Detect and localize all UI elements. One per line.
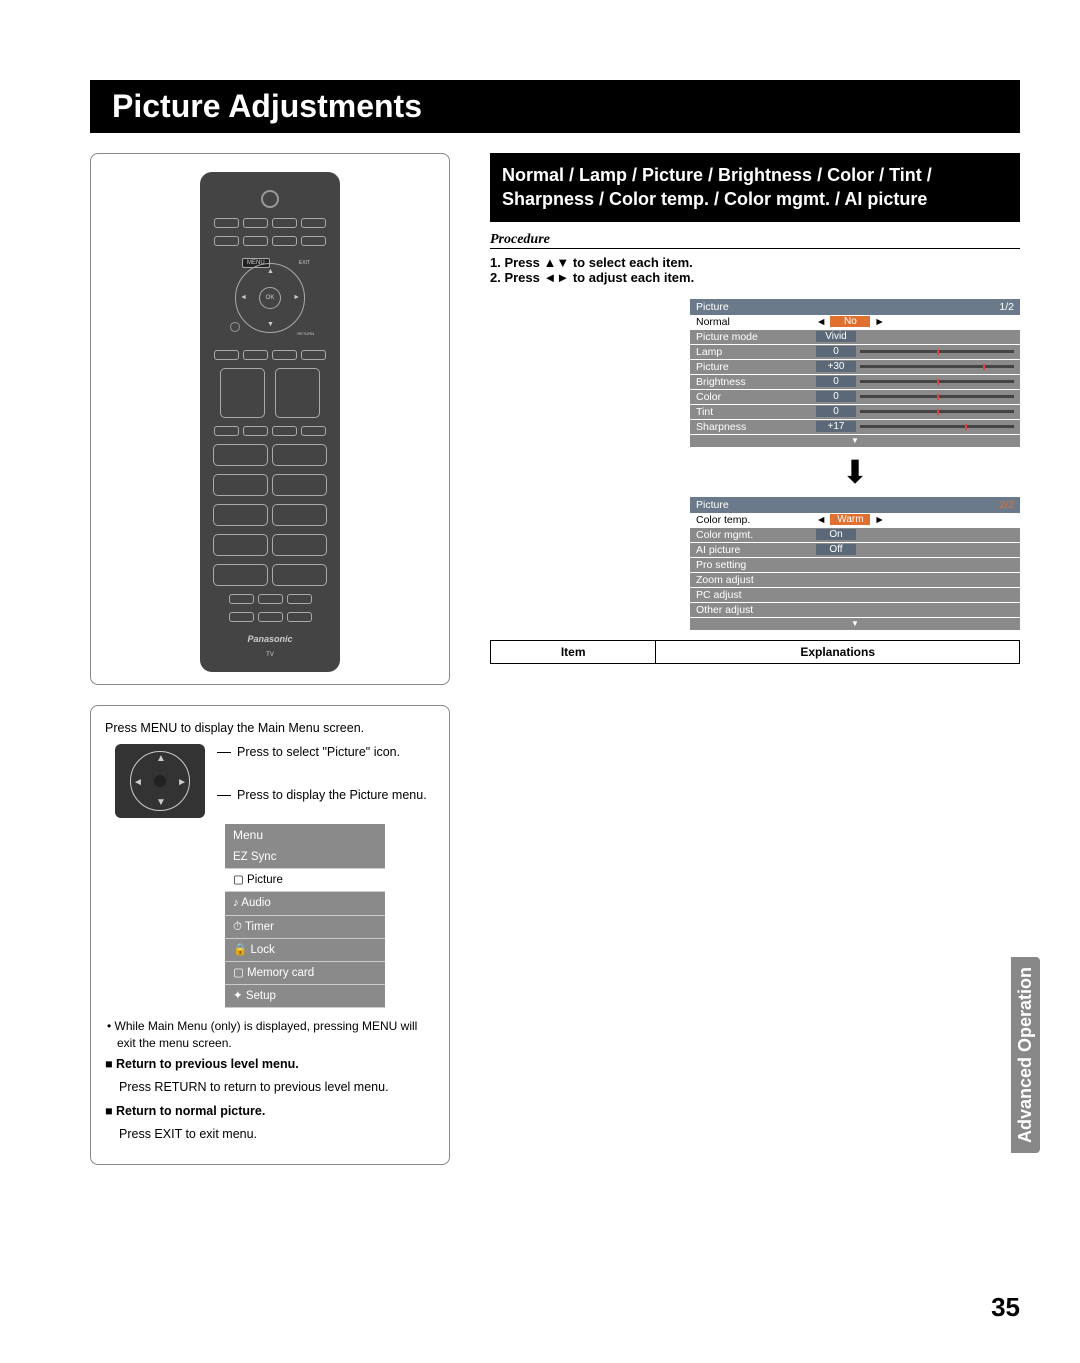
osd-row: Normal◄No► [690, 315, 1020, 330]
menu-item: 🔒 Lock [225, 939, 385, 962]
remote-tv-label: TV [266, 652, 274, 658]
osd1-page: 1/2 [999, 301, 1014, 313]
osd2-page: 2/2 [999, 499, 1014, 511]
osd-panel-2: Picture 2/2 Color temp.◄Warm►Color mgmt.O… [690, 497, 1020, 630]
table-header-item: Item [491, 640, 656, 663]
step-2: 2. Press ◄► to adjust each item. [490, 270, 1020, 285]
osd-row: Pro setting [690, 558, 1020, 573]
osd-row: Color temp.◄Warm► [690, 513, 1020, 528]
osd-row: Color0 [690, 390, 1020, 405]
explanations-table: ItemExplanations [490, 640, 1020, 664]
page-number: 35 [991, 1292, 1020, 1323]
return-title: Return to previous level menu. [105, 1056, 435, 1074]
return-text: Press RETURN to return to previous level… [119, 1079, 435, 1097]
remote-control: MENU EXIT OK ▲ ▼ ◄ ► RETURN [200, 172, 340, 672]
remote-illustration-box: MENU EXIT OK ▲ ▼ ◄ ► RETURN [90, 153, 450, 685]
osd-row: PC adjust [690, 588, 1020, 603]
normal-text: Press EXIT to exit menu. [119, 1126, 435, 1144]
page-title: Picture Adjustments [90, 80, 1020, 133]
osd2-title: Picture [696, 499, 729, 511]
menu-item: ▢ Picture [225, 869, 385, 892]
osd-row: Brightness0 [690, 375, 1020, 390]
osd1-title: Picture [696, 301, 729, 313]
remote-exit-label: EXIT [299, 260, 310, 266]
osd-row: AI pictureOff [690, 543, 1020, 558]
side-tab: Advanced Operation [1011, 957, 1040, 1153]
dpad-instruction-2: Press to display the Picture menu. [237, 787, 427, 805]
osd-row: Sharpness+17 [690, 420, 1020, 435]
dpad-diagram: ▲ ▼ ◄ ► [115, 744, 205, 818]
step-1: 1. Press ▲▼ to select each item. [490, 255, 1020, 270]
osd-more-icon: ▼ [690, 435, 1020, 447]
dpad-instruction-1: Press to select "Picture" icon. [237, 744, 400, 762]
osd-row: Other adjust [690, 603, 1020, 618]
table-header-expl: Explanations [656, 640, 1020, 663]
procedure-label: Procedure [490, 232, 1020, 249]
osd-row: Tint0 [690, 405, 1020, 420]
remote-brand: Panasonic [247, 634, 292, 644]
remote-return-label: RETURN [297, 331, 314, 336]
menu-item: ⏱ Timer [225, 916, 385, 939]
menu-item: ▢ Memory card [225, 962, 385, 985]
down-arrow-icon: ⬇ [690, 453, 1020, 491]
menu-item: ♪ Audio [225, 892, 385, 915]
osd-row: Picture+30 [690, 360, 1020, 375]
section-header: Normal / Lamp / Picture / Brightness / C… [490, 153, 1020, 222]
osd-row: Color mgmt.On [690, 528, 1020, 543]
remote-ok-label: OK [259, 287, 281, 309]
menu-title: Menu [225, 824, 385, 847]
instructions-box: Press MENU to display the Main Menu scre… [90, 705, 450, 1165]
osd-panel-1: Picture 1/2 Normal◄No►Picture modeVividLa… [690, 299, 1020, 447]
osd-row: Zoom adjust [690, 573, 1020, 588]
instruction-line1: Press MENU to display the Main Menu scre… [105, 720, 435, 738]
menu-panel: Menu EZ Sync▢ Picture♪ Audio⏱ Timer🔒 Loc… [225, 824, 385, 1008]
osd-more-icon: ▼ [690, 618, 1020, 630]
osd-row: Lamp0 [690, 345, 1020, 360]
osd-row: Picture modeVivid [690, 330, 1020, 345]
menu-item: EZ Sync [225, 846, 385, 869]
normal-title: Return to normal picture. [105, 1103, 435, 1121]
menu-item: ✦ Setup [225, 985, 385, 1008]
remote-dpad: MENU EXIT OK ▲ ▼ ◄ ► RETURN [230, 258, 310, 338]
note-main-menu: • While Main Menu (only) is displayed, p… [117, 1018, 435, 1052]
